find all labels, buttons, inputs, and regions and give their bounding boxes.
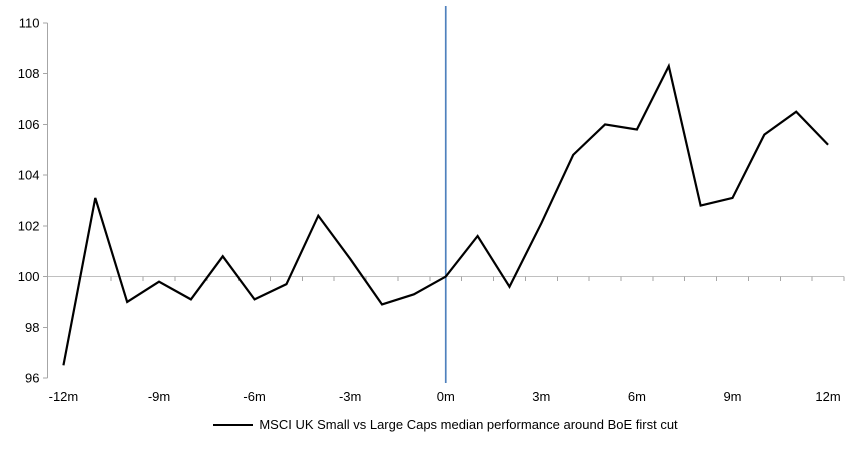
- legend: MSCI UK Small vs Large Caps median perfo…: [47, 417, 844, 432]
- legend-series-label: MSCI UK Small vs Large Caps median perfo…: [259, 417, 678, 432]
- y-tick-label: 110: [19, 16, 40, 31]
- x-tick-label: 9m: [723, 389, 741, 404]
- x-tick-label: -6m: [243, 389, 265, 404]
- y-tick-label: 98: [25, 320, 39, 335]
- y-tick-label: 96: [25, 371, 39, 386]
- y-tick-label: 102: [18, 218, 40, 233]
- x-tick-label: -3m: [339, 389, 361, 404]
- y-tick-label: 100: [18, 269, 40, 284]
- x-tick-label: 3m: [532, 389, 550, 404]
- series-line: [62, 62, 829, 366]
- y-tick-label: 108: [18, 66, 40, 81]
- x-tick-label: 12m: [815, 389, 840, 404]
- x-tick-label: 6m: [628, 389, 646, 404]
- legend-line-marker: [213, 423, 254, 426]
- x-tick-label: -9m: [148, 389, 170, 404]
- x-tick-label: 0m: [437, 389, 455, 404]
- x-tick-label: -12m: [49, 389, 79, 404]
- y-tick-label: 106: [18, 117, 40, 132]
- y-tick-label: 104: [18, 168, 40, 183]
